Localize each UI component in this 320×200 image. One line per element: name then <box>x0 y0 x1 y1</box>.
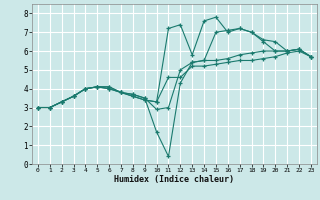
X-axis label: Humidex (Indice chaleur): Humidex (Indice chaleur) <box>115 175 234 184</box>
